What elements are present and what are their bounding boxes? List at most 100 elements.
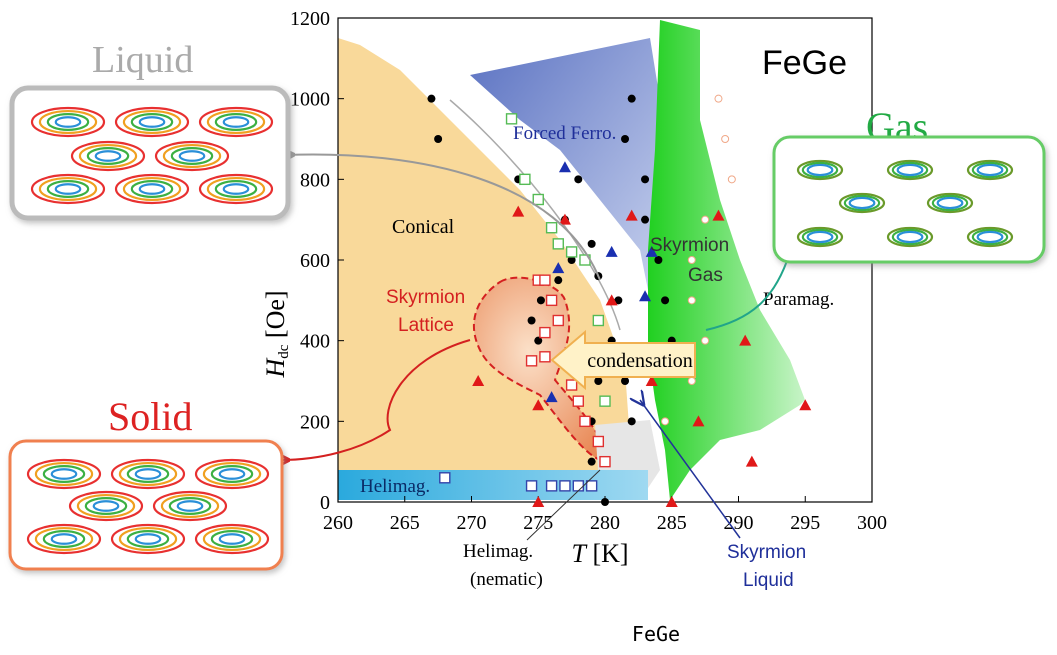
- data-point-red-open-square: [552, 314, 564, 327]
- data-point-open-circle: [687, 296, 696, 305]
- data-points: [427, 94, 812, 507]
- skyrmion-ring: [971, 161, 1009, 179]
- data-point-red-triangle: [625, 209, 638, 221]
- data-point-black-circle: [627, 417, 636, 426]
- data-point-black-circle: [536, 296, 545, 305]
- data-point-black-circle: [587, 457, 596, 466]
- liquid-inset-title: Liquid: [92, 39, 193, 81]
- data-point-blue-open-square: [572, 480, 584, 492]
- skyrmion-ring: [178, 150, 206, 162]
- data-point-green-open-square: [592, 314, 605, 327]
- data-point-green-open-square: [532, 193, 544, 206]
- skyrmion-ring: [30, 106, 106, 138]
- gas-inset: Gas: [772, 104, 1046, 264]
- skyrmion-ring: [122, 109, 182, 135]
- skyrmion-ring: [206, 109, 266, 135]
- x-tick-label: 290: [724, 512, 754, 534]
- data-point-red-triangle: [739, 334, 752, 346]
- skyrmion-ring: [160, 493, 220, 519]
- data-point-black-circle: [527, 316, 536, 325]
- condensation-label: condensation: [587, 350, 693, 372]
- data-point-black-circle: [654, 256, 663, 264]
- skyrmion-ring: [926, 192, 974, 214]
- data-point-green-open-square: [565, 246, 578, 258]
- skyrmion-ring: [206, 176, 266, 202]
- data-point-red-open-square: [565, 379, 578, 391]
- skyrmion-ring: [886, 159, 934, 181]
- skyrmion-ring: [966, 159, 1014, 181]
- data-point-blue-triangle: [639, 290, 652, 302]
- label-helimag-nematic-1: Helimag.: [463, 541, 533, 562]
- skyrmion-ring: [170, 147, 214, 165]
- skyrmion-ring: [896, 163, 924, 177]
- data-point-blue-triangle: [545, 391, 558, 403]
- skyrmion-ring: [806, 163, 834, 177]
- liquid-inset-arrow: [285, 154, 601, 281]
- skyrmion-ring: [796, 226, 844, 248]
- data-point-red-open-square: [579, 415, 591, 428]
- nematic-pointer: [526, 469, 601, 541]
- skyrmion-ring: [976, 230, 1004, 244]
- data-point-green-open-square: [505, 113, 518, 125]
- skyrmion-ring: [194, 458, 270, 490]
- skyrmion-ring: [162, 143, 222, 169]
- skyrmion-ring: [42, 465, 86, 483]
- skyrmion-ring: [214, 180, 258, 198]
- data-point-black-circle: [554, 276, 563, 285]
- skyrmion-ring: [214, 113, 258, 131]
- skyrmion-ring: [966, 226, 1014, 248]
- data-point-red-triangle: [532, 399, 545, 411]
- skyrmion-ring: [931, 194, 969, 212]
- label-skyrmion-liquid-1: Skyrmion: [727, 542, 806, 563]
- skyrmion-ring: [38, 176, 98, 202]
- skyrmion-ring: [198, 106, 274, 138]
- gas-region: [648, 20, 805, 500]
- skyrmion-ring: [198, 173, 274, 205]
- label-paramag: Paramag.: [763, 289, 834, 310]
- liquid-inset-skyrmions: [30, 106, 274, 205]
- data-point-green-open-square: [552, 238, 564, 250]
- skyrmion-ring: [34, 526, 94, 552]
- data-point-open-circle: [721, 135, 730, 143]
- skyrmion-ring: [168, 497, 212, 515]
- skyrmion-ring: [84, 497, 128, 515]
- forced-ferro-region: [470, 38, 660, 300]
- solid-inset-skyrmions: [26, 458, 270, 555]
- skyrmion-ring: [54, 116, 82, 128]
- data-point-red-triangle: [472, 375, 485, 386]
- skyrmion-ring: [210, 530, 254, 548]
- x-axis-label: T [K]: [571, 539, 628, 568]
- data-point-red-open-square: [525, 355, 538, 367]
- skyrmion-ring: [796, 159, 844, 181]
- data-point-red-triangle: [799, 399, 812, 411]
- skyrmion-ring: [126, 530, 170, 548]
- skyrmion-ring: [801, 161, 839, 179]
- label-skyrmion-gas-2: Gas: [688, 265, 723, 286]
- skyrmion-ring: [92, 500, 120, 512]
- skyrmion-ring: [838, 192, 886, 214]
- x-axis-label-unit: [K]: [592, 539, 628, 568]
- y-axis-label-sub: dc: [276, 344, 292, 359]
- data-point-open-circle: [714, 94, 723, 103]
- x-tick-label: 280: [590, 512, 620, 534]
- y-tick-marks: 0 200 400 600 800 1000 1200: [290, 8, 344, 514]
- data-point-red-triangle: [645, 375, 658, 386]
- skyrmion-ring: [202, 461, 262, 487]
- data-point-green-open-square: [599, 395, 611, 407]
- data-point-red-open-square: [539, 274, 551, 286]
- chart-title: FeGe: [762, 44, 847, 82]
- skyrmion-ring: [42, 530, 86, 548]
- data-point-red-triangle: [605, 294, 618, 306]
- x-tick-label: 285: [657, 512, 687, 534]
- skyrmion-ring: [134, 468, 162, 480]
- skyrmion-ring: [801, 228, 839, 246]
- x-tick-marks: 260 265 270 275 280 285 290 295 300: [323, 496, 887, 534]
- skyrmion-ring: [130, 113, 174, 131]
- skyrmion-ring: [134, 533, 162, 545]
- skyrmion-ring: [68, 490, 144, 522]
- y-tick-label: 400: [300, 331, 330, 353]
- data-point-black-circle: [621, 377, 630, 385]
- skyrmion-ring: [26, 458, 102, 490]
- skyrmion-ring: [886, 226, 934, 248]
- y-tick-label: 1200: [290, 8, 330, 30]
